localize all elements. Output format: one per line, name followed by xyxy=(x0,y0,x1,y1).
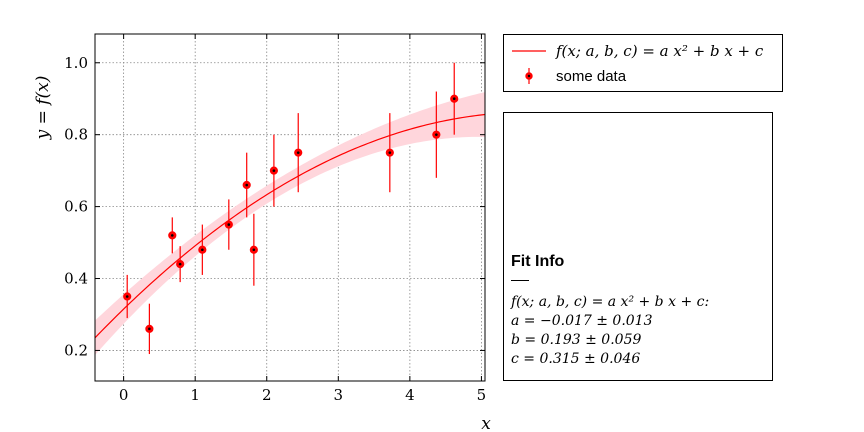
fit-info-param-c: c = 0.315 ± 0.046 xyxy=(511,351,641,367)
y-tick-label: 0.4 xyxy=(64,270,88,288)
data-point xyxy=(168,217,177,254)
data-point xyxy=(249,213,258,286)
y-tick-label: 0.2 xyxy=(64,341,88,359)
x-tick-label: 3 xyxy=(334,386,344,404)
data-marker-center xyxy=(435,133,438,136)
data-point xyxy=(224,199,233,250)
fit-info-lines: f(x; a, b, c) = a x² + b x + c: a = −0.0… xyxy=(511,293,709,369)
data-marker-center xyxy=(148,327,151,331)
fit-info-param-a: a = −0.017 ± 0.013 xyxy=(511,313,653,329)
x-tick-label: 0 xyxy=(119,386,129,404)
data-marker-center xyxy=(178,262,182,266)
fit-info-divider xyxy=(511,280,529,281)
x-tick-label: 1 xyxy=(190,386,200,404)
legend: f(x; a, b, c) = a x² + b x + c some data xyxy=(503,34,783,92)
y-tick-label: 0.8 xyxy=(64,126,88,144)
data-point xyxy=(432,91,441,178)
plot-frame xyxy=(94,33,486,382)
data-point xyxy=(450,62,459,135)
fit-confidence-band xyxy=(95,92,485,356)
data-marker-center xyxy=(227,223,231,226)
data-point xyxy=(145,303,154,355)
data-point xyxy=(176,246,185,283)
data-point xyxy=(269,134,278,207)
data-point xyxy=(385,113,394,193)
y-tick-label: 0.6 xyxy=(64,198,88,216)
data-point xyxy=(123,274,132,319)
data-marker-center xyxy=(201,248,204,252)
data-marker-center xyxy=(170,234,174,237)
data-marker-center xyxy=(388,151,392,154)
fit-info-formula: f(x; a, b, c) = a x² + b x + c: xyxy=(511,294,710,310)
data-point xyxy=(294,113,303,193)
x-tick-label: 5 xyxy=(477,386,487,404)
fit-info-title: Fit Info xyxy=(511,253,565,270)
data-point xyxy=(242,152,251,218)
data-marker-center xyxy=(296,151,300,154)
legend-entry-data: some data xyxy=(512,64,626,88)
x-axis-label: x xyxy=(481,414,491,432)
legend-data-label: some data xyxy=(556,67,627,85)
x-tick-label: 4 xyxy=(405,386,415,404)
fit-info-param-b: b = 0.193 ± 0.059 xyxy=(511,332,642,348)
data-marker-center xyxy=(272,169,276,172)
y-tick-label: 1.0 xyxy=(64,54,88,72)
legend-fit-label: f(x; a, b, c) = a x² + b x + c xyxy=(556,42,764,60)
data-marker-center xyxy=(245,183,249,187)
fit-info-box: Fit Info f(x; a, b, c) = a x² + b x + c:… xyxy=(503,112,773,381)
x-tick-label: 2 xyxy=(262,386,272,404)
legend-entry-fit: f(x; a, b, c) = a x² + b x + c xyxy=(512,39,763,63)
legend-line-swatch xyxy=(512,50,546,52)
data-marker-center xyxy=(252,248,256,252)
data-point xyxy=(198,224,207,275)
fit-curve xyxy=(95,113,485,339)
data-marker-center xyxy=(452,97,456,101)
data-marker-center xyxy=(125,295,129,298)
y-axis-label: y = f(x) xyxy=(33,76,53,141)
legend-marker-swatch xyxy=(525,68,533,84)
